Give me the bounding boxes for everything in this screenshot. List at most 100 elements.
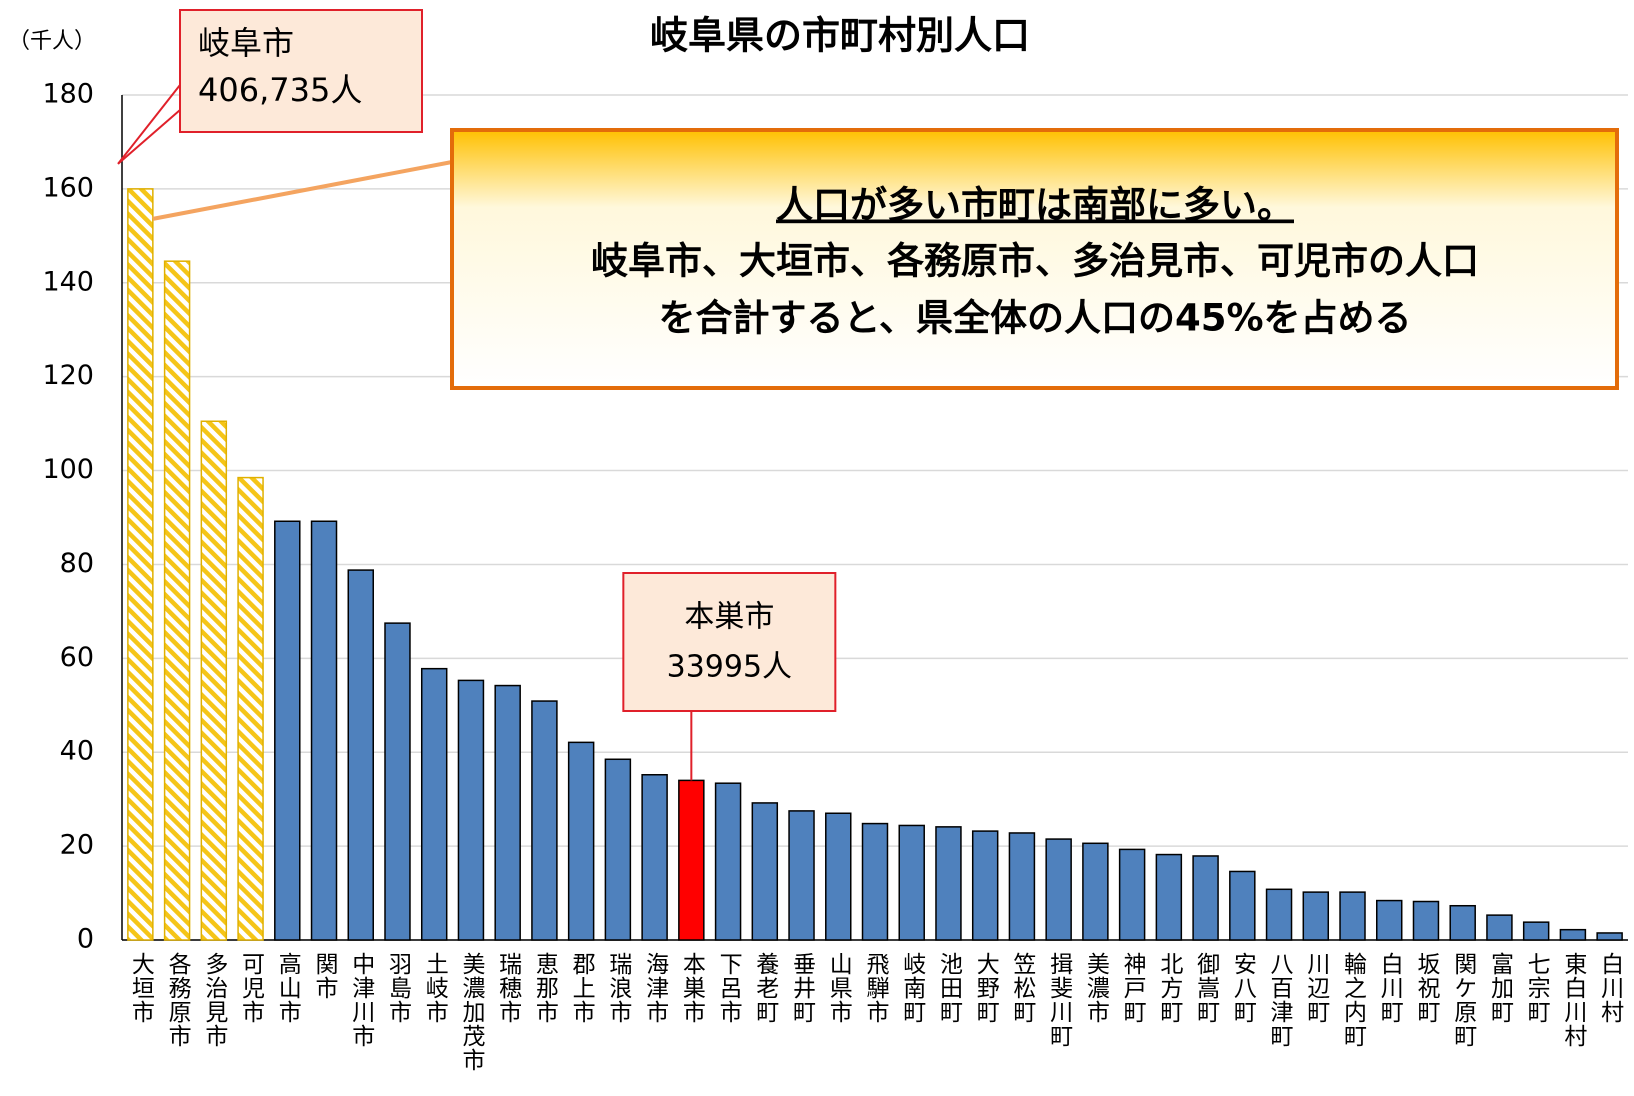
y-unit-label: （千人）: [8, 29, 96, 54]
bar: [1155, 853, 1183, 941]
x-tick-label: 養老町: [752, 952, 780, 1024]
x-tick-label: 八百津町: [1266, 952, 1294, 1048]
bar: [531, 700, 558, 941]
y-tick-label: 0: [77, 924, 94, 955]
x-tick-label: 北方町: [1156, 952, 1184, 1024]
x-tick-label: 揖斐川町: [1046, 952, 1074, 1048]
x-tick-label: 御嵩町: [1193, 952, 1221, 1024]
y-tick-label: 40: [60, 736, 94, 767]
x-tick-label: 七宗町: [1523, 952, 1550, 1024]
x-tick-label: 岐南町: [899, 952, 926, 1024]
bar: [1486, 914, 1513, 941]
annotation-text: 33995人: [667, 650, 792, 685]
bar: [641, 774, 668, 941]
bar: [384, 622, 411, 941]
bar: [1265, 888, 1293, 941]
bar: [751, 802, 779, 941]
bar: [347, 569, 374, 941]
bar: [420, 667, 448, 941]
bar: [237, 476, 264, 941]
bar: [898, 824, 925, 941]
bar: [1008, 832, 1036, 941]
x-tick-label: 池田町: [935, 952, 963, 1024]
x-tick-label: 郡上市: [568, 952, 596, 1024]
annotation-box: [622, 572, 837, 712]
annotation-text: 岐阜市、大垣市、各務原市、多治見市、可児市の人口: [591, 240, 1479, 283]
bar: [1559, 928, 1587, 941]
x-tick-label: 垂井町: [789, 952, 816, 1024]
x-tick-label: 安八町: [1229, 952, 1257, 1024]
x-tick-label: 山県市: [825, 952, 853, 1024]
bar: [825, 812, 852, 941]
bar: [1082, 842, 1109, 941]
bar: [127, 188, 154, 941]
annotation-text: 人口が多い市町は南部に多い。: [776, 184, 1294, 227]
bar: [1118, 848, 1146, 941]
bar: [1192, 855, 1219, 941]
x-tick-label: 下呂市: [715, 952, 742, 1024]
x-tick-label: 川辺町: [1303, 952, 1331, 1024]
x-tick-label: 土岐市: [421, 952, 448, 1024]
x-tick-label: 美濃市: [1082, 952, 1110, 1024]
bar: [1045, 838, 1072, 941]
bar: [1522, 921, 1550, 941]
bar: [935, 826, 962, 941]
bar: [861, 822, 889, 941]
bar: [457, 679, 485, 941]
x-tick-label: 関ケ原町: [1450, 952, 1478, 1048]
bar: [494, 684, 521, 941]
x-tick-label: 瑞浪市: [605, 952, 633, 1024]
x-tick-label: 東白川村: [1560, 952, 1588, 1048]
y-tick-label: 140: [42, 266, 94, 297]
x-tick-label: 本巣市: [678, 952, 706, 1024]
bar: [274, 520, 301, 941]
annotation-box: [179, 9, 423, 133]
x-tick-label: 飛騨市: [862, 952, 890, 1024]
x-tick-label: 関市: [311, 952, 338, 1000]
annotation-text: 406,735人: [198, 71, 362, 109]
y-tick-label: 80: [60, 548, 94, 579]
bar: [1412, 900, 1440, 941]
annotation-box: [450, 128, 1619, 390]
y-tick-label: 60: [60, 642, 94, 673]
y-tick-label: 180: [42, 79, 94, 110]
bar: [1229, 870, 1256, 941]
x-tick-label: 可児市: [238, 952, 266, 1024]
x-tick-label: 笠松町: [1009, 952, 1036, 1024]
bar: [604, 758, 632, 941]
x-tick-label: 恵那市: [531, 952, 559, 1024]
bar: [1449, 904, 1476, 941]
leader-line: [152, 160, 453, 221]
bar: [678, 779, 705, 941]
bar: [714, 782, 742, 941]
x-tick-label: 各務原市: [164, 952, 192, 1048]
bar: [971, 830, 999, 941]
x-tick-label: 白川村: [1597, 952, 1625, 1024]
bar: [1339, 891, 1366, 941]
leader-line: [117, 84, 181, 165]
x-tick-label: 美濃加茂市: [458, 952, 486, 1072]
annotation-text: 岐阜市: [198, 24, 294, 62]
bar: [788, 810, 815, 941]
x-tick-label: 大野町: [972, 952, 1000, 1024]
x-tick-label: 大垣市: [127, 952, 155, 1024]
bar: [1376, 899, 1403, 941]
x-tick-label: 海津市: [642, 952, 670, 1024]
bar: [163, 260, 191, 941]
x-tick-label: 輪之内町: [1340, 952, 1368, 1048]
y-tick-label: 100: [42, 454, 94, 485]
annotation-text: を合計すると、県全体の人口の45%を占める: [658, 297, 1411, 340]
bar: [1596, 932, 1623, 941]
x-tick-label: 高山市: [274, 952, 301, 1024]
y-tick-label: 120: [42, 360, 94, 391]
x-tick-label: 多治見市: [201, 952, 229, 1048]
x-tick-label: 羽島市: [384, 952, 412, 1024]
bar: [310, 520, 338, 941]
chart-title: 岐阜県の市町村別人口: [650, 14, 1030, 58]
bar: [200, 420, 228, 941]
leader-line: [117, 109, 181, 165]
y-tick-label: 20: [60, 830, 94, 861]
x-tick-label: 白川町: [1376, 952, 1404, 1024]
x-tick-label: 瑞穂市: [495, 952, 523, 1024]
